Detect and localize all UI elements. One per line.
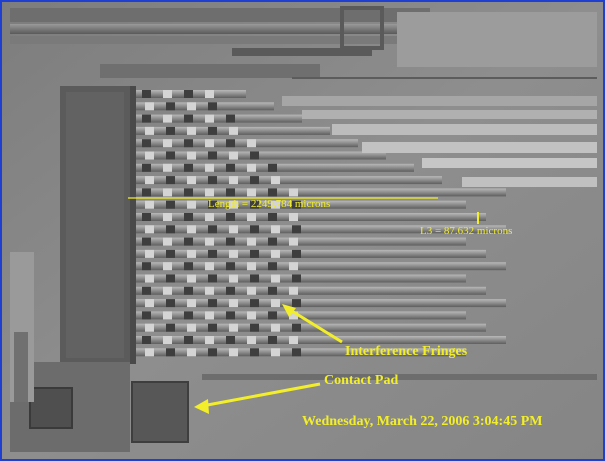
contact-pad-label: Contact Pad — [324, 373, 399, 388]
interference-fringes-label: Interference Fringes — [345, 344, 468, 359]
length-measurement-label: Length = 2249.784 microns — [208, 198, 331, 210]
l3-measurement-label: L3 = 87.632 microns — [420, 225, 513, 237]
timestamp-label: Wednesday, March 22, 2006 3:04:45 PM — [302, 414, 543, 429]
